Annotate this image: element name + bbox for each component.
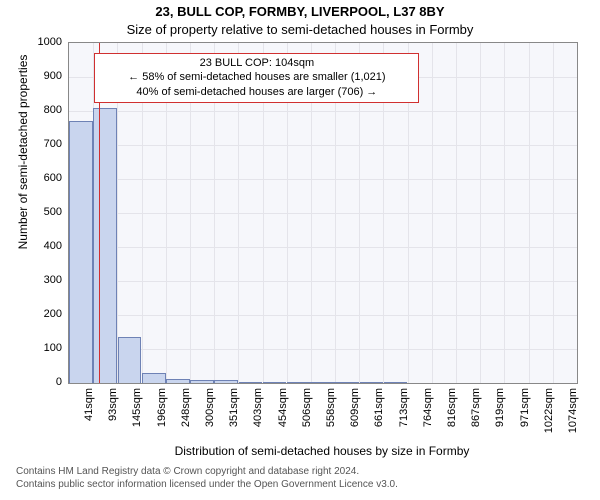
x-tick-label: 145sqm — [131, 388, 143, 448]
x-tick-label: 867sqm — [470, 388, 482, 448]
y-tick-label: 500 — [22, 206, 62, 218]
x-tick-label: 661sqm — [373, 388, 385, 448]
gridline-v — [529, 43, 530, 383]
y-tick-label: 400 — [22, 240, 62, 252]
plot-area: 23 BULL COP: 104sqm← 58% of semi-detache… — [68, 42, 578, 384]
x-tick-label: 300sqm — [204, 388, 216, 448]
gridline-v — [432, 43, 433, 383]
gridline-h — [69, 281, 577, 282]
gridline-v — [553, 43, 554, 383]
x-tick-label: 816sqm — [446, 388, 458, 448]
footer-line1: Contains HM Land Registry data © Crown c… — [16, 466, 600, 479]
x-tick-label: 713sqm — [398, 388, 410, 448]
histogram-bar — [335, 382, 359, 383]
gridline-v — [504, 43, 505, 383]
histogram-bar — [69, 121, 93, 383]
x-tick-label: 403sqm — [252, 388, 264, 448]
x-tick-label: 1074sqm — [567, 388, 579, 448]
x-tick-label: 351sqm — [228, 388, 240, 448]
footer-line2: Contains public sector information licen… — [16, 479, 600, 492]
footer-attribution: Contains HM Land Registry data © Crown c… — [0, 466, 600, 491]
gridline-h — [69, 315, 577, 316]
x-tick-label: 41sqm — [83, 388, 95, 448]
x-tick-label: 1022sqm — [543, 388, 555, 448]
y-tick-label: 100 — [22, 342, 62, 354]
x-tick-label: 506sqm — [301, 388, 313, 448]
x-tick-label: 609sqm — [349, 388, 361, 448]
histogram-bar — [384, 382, 408, 383]
annotation-line2: ← 58% of semi-detached houses are smalle… — [99, 70, 414, 85]
y-tick-label: 300 — [22, 274, 62, 286]
gridline-h — [69, 179, 577, 180]
annotation-line1: 23 BULL COP: 104sqm — [99, 56, 414, 71]
histogram-bar — [166, 379, 190, 383]
gridline-h — [69, 111, 577, 112]
annotation-box: 23 BULL COP: 104sqm← 58% of semi-detache… — [94, 53, 419, 104]
y-tick-label: 0 — [22, 376, 62, 388]
y-tick-label: 900 — [22, 70, 62, 82]
x-tick-label: 558sqm — [325, 388, 337, 448]
histogram-bar — [142, 373, 166, 383]
x-tick-label: 764sqm — [422, 388, 434, 448]
gridline-v — [456, 43, 457, 383]
x-tick-label: 454sqm — [277, 388, 289, 448]
histogram-bar — [263, 382, 287, 383]
x-tick-label: 93sqm — [107, 388, 119, 448]
x-tick-label: 971sqm — [519, 388, 531, 448]
gridline-h — [69, 145, 577, 146]
y-tick-label: 200 — [22, 308, 62, 320]
annotation-line3: 40% of semi-detached houses are larger (… — [99, 85, 414, 100]
gridline-v — [480, 43, 481, 383]
histogram-bar — [118, 337, 142, 383]
gridline-h — [69, 349, 577, 350]
x-tick-label: 196sqm — [156, 388, 168, 448]
y-tick-label: 800 — [22, 104, 62, 116]
histogram-bar — [93, 108, 117, 383]
chart-container: 23, BULL COP, FORMBY, LIVERPOOL, L37 8BY… — [0, 0, 600, 500]
histogram-bar — [311, 382, 335, 383]
histogram-bar — [190, 380, 214, 383]
histogram-bar — [360, 382, 384, 383]
gridline-h — [69, 213, 577, 214]
chart-title-line2: Size of property relative to semi-detach… — [0, 22, 600, 37]
chart-title-line1: 23, BULL COP, FORMBY, LIVERPOOL, L37 8BY — [0, 4, 600, 19]
histogram-bar — [287, 382, 311, 383]
y-tick-label: 1000 — [22, 36, 62, 48]
x-tick-label: 919sqm — [494, 388, 506, 448]
histogram-bar — [214, 380, 238, 383]
histogram-bar — [239, 382, 263, 383]
y-tick-label: 700 — [22, 138, 62, 150]
gridline-h — [69, 247, 577, 248]
y-tick-label: 600 — [22, 172, 62, 184]
x-tick-label: 248sqm — [180, 388, 192, 448]
